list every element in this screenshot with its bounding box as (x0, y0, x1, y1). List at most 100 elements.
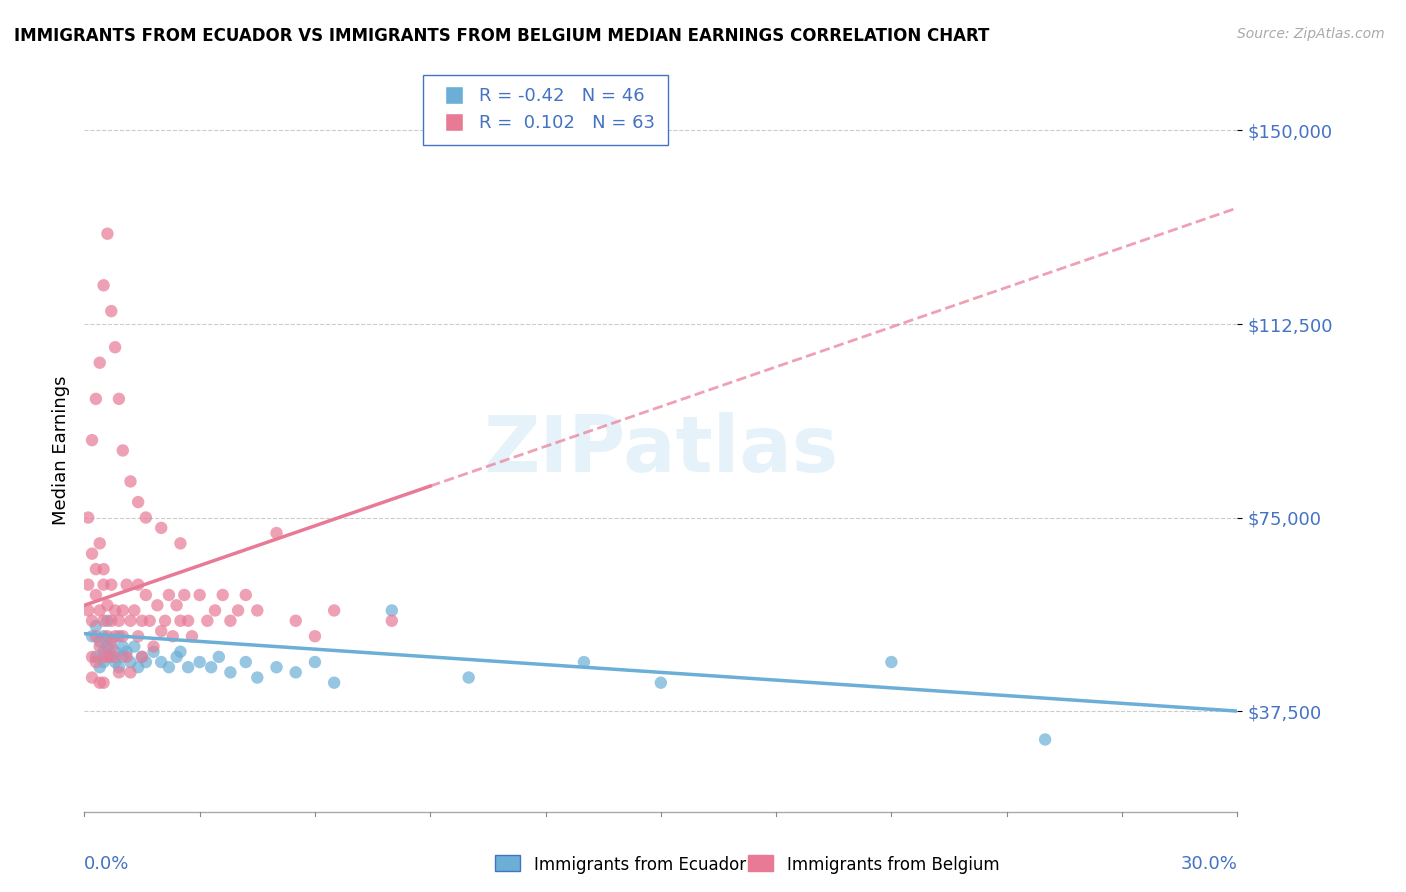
Point (127, 660, 149, 674)
Point (124, 603, 146, 617)
Text: Immigrants from Belgium: Immigrants from Belgium (787, 856, 1000, 874)
Point (169, 614, 191, 628)
Point (127, 495, 149, 509)
Point (89, 356, 111, 370)
Point (84, 629, 107, 643)
Point (80, 649, 103, 664)
Point (111, 443, 134, 458)
Point (93, 278, 115, 293)
Point (127, 629, 149, 643)
Point (89, 603, 111, 617)
Point (77, 577, 100, 591)
Point (219, 614, 242, 628)
Point (131, 614, 153, 628)
Point (111, 640, 134, 654)
Point (104, 645, 127, 659)
Point (124, 640, 146, 654)
Point (108, 660, 131, 674)
Point (235, 655, 257, 669)
Point (188, 588, 211, 602)
Point (80, 614, 103, 628)
Point (157, 660, 180, 674)
Point (195, 614, 218, 628)
Point (120, 665, 142, 680)
Point (89, 660, 111, 674)
Point (96, 614, 118, 628)
Point (108, 665, 131, 680)
Point (150, 624, 173, 639)
Point (162, 629, 184, 643)
Point (266, 660, 288, 674)
Point (93, 614, 115, 628)
Point (104, 629, 127, 643)
Point (166, 649, 188, 664)
Point (146, 599, 169, 613)
Point (115, 645, 138, 659)
FancyBboxPatch shape (748, 855, 773, 871)
Point (93, 655, 115, 669)
Point (135, 588, 157, 602)
Point (96, 629, 118, 643)
Point (104, 655, 127, 669)
Point (93, 577, 115, 591)
Point (100, 649, 122, 664)
Point (142, 640, 165, 654)
Point (111, 629, 134, 643)
Point (120, 614, 142, 628)
Point (111, 603, 134, 617)
FancyBboxPatch shape (495, 855, 520, 871)
Point (120, 655, 142, 669)
Point (169, 536, 191, 550)
Point (219, 665, 242, 680)
Point (104, 340, 127, 354)
Point (157, 588, 180, 602)
Point (381, 614, 404, 628)
Text: IMMIGRANTS FROM ECUADOR VS IMMIGRANTS FROM BELGIUM MEDIAN EARNINGS CORRELATION C: IMMIGRANTS FROM ECUADOR VS IMMIGRANTS FR… (14, 27, 990, 45)
Point (173, 588, 195, 602)
Point (323, 603, 346, 617)
Point (93, 649, 115, 664)
Point (131, 649, 153, 664)
Point (142, 645, 165, 659)
Point (284, 665, 307, 680)
Point (84, 649, 107, 664)
Point (323, 675, 346, 690)
Point (177, 660, 200, 674)
Point (150, 655, 173, 669)
Point (77, 510, 100, 524)
Point (80, 433, 103, 447)
Point (100, 614, 122, 628)
Point (381, 603, 404, 617)
Point (111, 649, 134, 664)
Point (880, 655, 903, 669)
Legend: R = -0.42   N = 46, R =  0.102   N = 63: R = -0.42 N = 46, R = 0.102 N = 63 (423, 75, 668, 145)
Point (84, 619, 107, 633)
Point (100, 634, 122, 648)
Point (108, 392, 131, 406)
Point (108, 629, 131, 643)
Point (188, 655, 211, 669)
Point (226, 603, 249, 617)
Point (235, 588, 257, 602)
Point (284, 614, 307, 628)
Point (100, 577, 122, 591)
Point (96, 599, 118, 613)
Point (135, 655, 157, 669)
Point (80, 547, 103, 561)
Point (131, 649, 153, 664)
Text: ZIPatlas: ZIPatlas (484, 412, 838, 489)
Text: Source: ZipAtlas.com: Source: ZipAtlas.com (1237, 27, 1385, 41)
Point (138, 614, 160, 628)
Point (135, 510, 157, 524)
Point (208, 649, 231, 664)
Point (127, 577, 149, 591)
Point (115, 649, 138, 664)
Point (153, 614, 176, 628)
Point (177, 614, 200, 628)
Point (93, 675, 115, 690)
Point (96, 649, 118, 664)
Point (120, 475, 142, 489)
Point (115, 577, 138, 591)
Point (84, 562, 107, 576)
Point (246, 603, 269, 617)
